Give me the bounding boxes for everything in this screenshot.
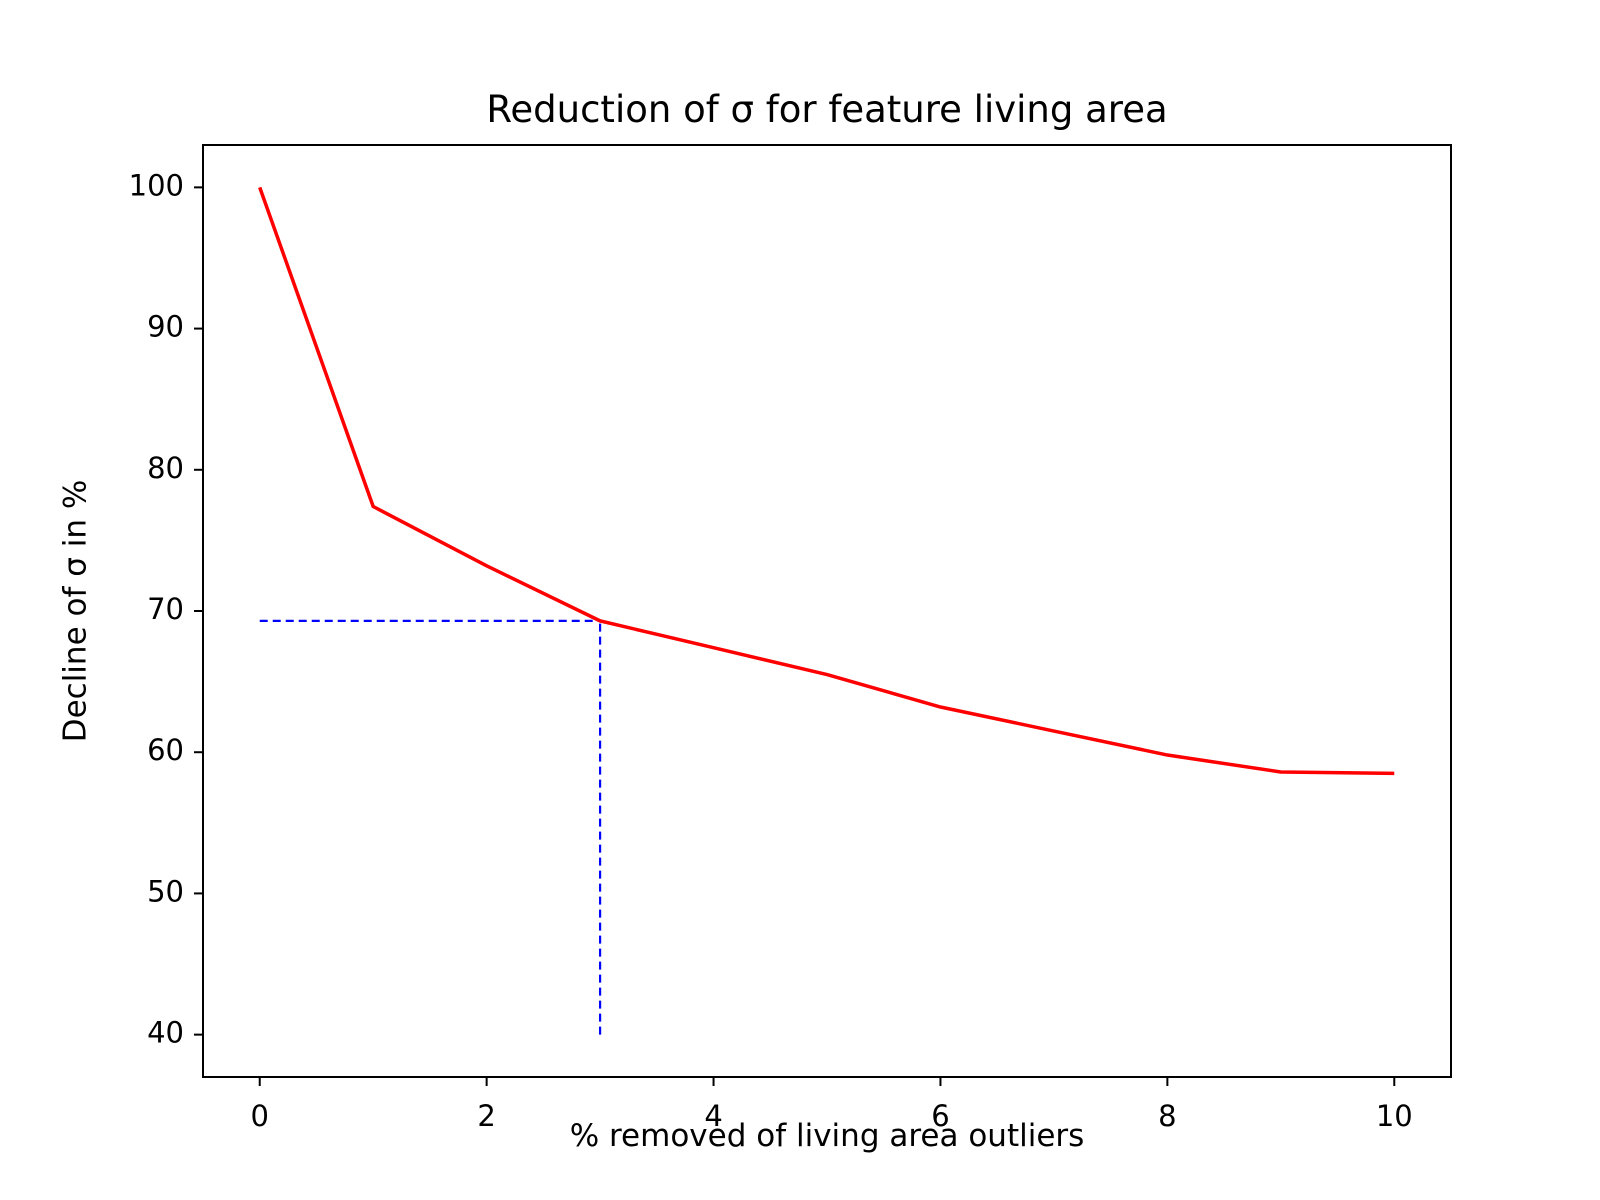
annotation-layer	[259, 619, 602, 1035]
y-tick-label: 100	[129, 168, 184, 202]
y-tick-label: 60	[147, 733, 184, 767]
x-tick-label: 8	[1158, 1099, 1176, 1133]
chart-title: Reduction of σ for feature living area	[486, 88, 1167, 131]
y-tick-label: 70	[147, 592, 184, 626]
x-tick-label: 0	[251, 1099, 269, 1133]
x-axis-title: % removed of living area outliers	[570, 1118, 1085, 1154]
y-tick-label: 50	[147, 874, 184, 908]
x-tick-label: 10	[1376, 1099, 1413, 1133]
series-layer	[258, 186, 1395, 776]
x-tick-label: 2	[477, 1099, 495, 1133]
series-line	[258, 186, 1395, 776]
y-axis-ticks: 40 50 60 70 80 90 100	[129, 168, 203, 1050]
plot-frame	[202, 144, 1452, 1078]
y-tick-label: 80	[147, 451, 184, 485]
x-axis-ticks: 0 2 4 6 8 10	[251, 1077, 1413, 1133]
x-tick-label: 4	[704, 1099, 722, 1133]
y-axis-title: Decline of σ in %	[58, 480, 94, 743]
x-tick-label: 6	[931, 1099, 949, 1133]
y-tick-label: 40	[147, 1016, 184, 1050]
y-tick-label: 90	[147, 310, 184, 344]
